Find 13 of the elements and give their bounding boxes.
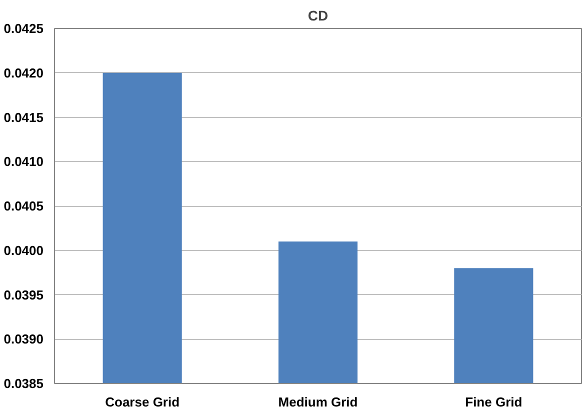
x-tick-label: Medium Grid	[278, 394, 358, 410]
x-tick-label: Coarse Grid	[105, 394, 180, 410]
chart-title: CD	[308, 8, 328, 24]
y-tick-label: 0.0400	[4, 242, 44, 258]
y-tick-label: 0.0390	[4, 332, 44, 347]
y-tick-label: 0.0395	[4, 287, 44, 302]
y-tick-label: 0.0425	[4, 21, 44, 36]
x-tick-label: Fine Grid	[465, 394, 522, 410]
y-tick-label: 0.0385	[4, 376, 44, 391]
y-tick-label: 0.0405	[4, 198, 44, 214]
y-tick-label: 0.0415	[4, 110, 44, 125]
y-tick-label: 0.0420	[4, 65, 44, 80]
y-tick-label: 0.0410	[4, 154, 44, 170]
